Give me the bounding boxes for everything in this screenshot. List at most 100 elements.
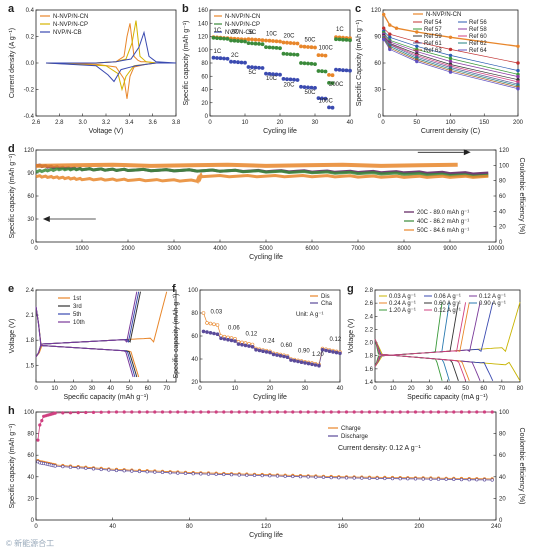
y-tick-label-g: 2.4 bbox=[365, 314, 374, 320]
rate-point-NVP/N-CB bbox=[274, 72, 279, 77]
x-tick-label-a: 3.8 bbox=[172, 120, 181, 126]
rate-point-Cha bbox=[226, 337, 230, 342]
rate-point-Cha bbox=[271, 352, 276, 357]
panel-label-b: b bbox=[182, 3, 189, 15]
y-tick-label-e: 1.8 bbox=[26, 338, 35, 344]
rate-point-Cha bbox=[282, 354, 286, 359]
y-axis-label-e: Voltage (V) bbox=[9, 319, 16, 354]
rate-point-Cha bbox=[303, 361, 307, 365]
y-tick-label-c: 60 bbox=[374, 61, 381, 67]
y-tick-label-a: 0.4 bbox=[26, 8, 35, 14]
ref-point-N-NVP/N-CN bbox=[388, 23, 392, 27]
rate-point-N-NVP/N-CN bbox=[246, 37, 251, 42]
rate-point-N-NVP/N-CP bbox=[299, 61, 303, 65]
rate-label-f: 1.20 bbox=[312, 352, 324, 358]
x-axis-label-h: Cycling life bbox=[249, 532, 283, 539]
rate-point-Dis bbox=[212, 322, 216, 327]
x-tick-label-h: 80 bbox=[186, 524, 193, 530]
panel-label-d: d bbox=[8, 143, 15, 155]
rate-point-NVP/N-CB bbox=[267, 72, 272, 76]
rate-point-NVP/N-CB bbox=[323, 96, 328, 101]
legend-label-b: N-NVP/N-CN bbox=[225, 14, 260, 20]
x-tick-label-h: 120 bbox=[261, 524, 272, 530]
rate-point-N-NVP/N-CN bbox=[320, 53, 324, 58]
x-tick-label-g: 30 bbox=[426, 386, 433, 392]
rate-point-N-NVP/N-CN bbox=[295, 41, 300, 46]
cycle-point-Discharge bbox=[229, 473, 234, 477]
cycle-point-Coulombic efficiency bbox=[122, 410, 126, 414]
rate-point-Cha bbox=[324, 348, 328, 353]
panel-label-e: e bbox=[8, 283, 14, 295]
x-axis-label-g: Specific capacity (mA g⁻¹) bbox=[407, 394, 488, 401]
cycle-point-Coulombic efficiency bbox=[237, 410, 241, 414]
ref-point-Ref 64 bbox=[388, 47, 392, 52]
cycle-point-Coulombic efficiency bbox=[429, 410, 433, 414]
rate-label-low-b: 100C bbox=[319, 98, 334, 104]
rate-point-NVP/N-CB bbox=[250, 65, 254, 70]
ref-point-Ref 57 bbox=[448, 56, 453, 61]
cycle-point-Coulombic efficiency bbox=[61, 411, 65, 415]
rate-point-N-NVP/N-CP bbox=[218, 36, 223, 41]
rate-point-NVP/N-CB bbox=[334, 67, 338, 72]
x-tick-label-g: 0 bbox=[373, 386, 377, 392]
y-tick-label-b: 40 bbox=[201, 88, 208, 94]
rate-point-NVP/N-CB bbox=[316, 96, 321, 101]
cycle-point-Discharge bbox=[176, 471, 180, 475]
x-tick-label-e: 0 bbox=[34, 386, 38, 392]
rate-point-Cha bbox=[208, 330, 213, 335]
cycle-point-Discharge bbox=[275, 474, 280, 478]
rate-point-N-NVP/N-CP bbox=[225, 37, 230, 41]
gcd-discharge-1.20 A g⁻¹ bbox=[374, 338, 443, 381]
ref-point-Ref 56 bbox=[415, 44, 419, 48]
cycle-point-Coulombic efficiency bbox=[38, 423, 42, 427]
rate-point-NVP/N-CB bbox=[271, 72, 275, 77]
cycle-point-Discharge bbox=[114, 468, 119, 473]
rate-point-N-NVP/N-CP bbox=[236, 39, 240, 43]
x-tick-label-g: 60 bbox=[480, 386, 487, 392]
rate-point-Cha bbox=[289, 358, 293, 362]
rate-point-Cha bbox=[254, 347, 258, 352]
rate-point-N-NVP/N-CP bbox=[295, 52, 300, 57]
plot-frame-e bbox=[35, 289, 177, 383]
panel-label-f: f bbox=[172, 283, 176, 295]
cycle-point-Coulombic efficiency bbox=[114, 410, 119, 414]
cycle-point-Discharge bbox=[137, 469, 142, 474]
y-tick-label-g: 1.4 bbox=[365, 380, 374, 386]
cycle-point-Coulombic efficiency bbox=[490, 410, 494, 414]
cycle-point-Discharge bbox=[237, 473, 241, 477]
x-tick-label-d: 5000 bbox=[259, 246, 273, 252]
rate-point-N-NVP/N-CP bbox=[334, 37, 338, 42]
y-tick-label-f: 60 bbox=[191, 334, 198, 340]
x-tick-label-a: 2.6 bbox=[32, 120, 41, 126]
x-axis-label-c: Current density (C) bbox=[421, 128, 480, 135]
legend-label-c: Ref 60 bbox=[469, 34, 487, 40]
y-tick-label-d: 90 bbox=[27, 171, 34, 177]
y2-tick-label-d: 80 bbox=[499, 179, 506, 185]
ref-point-Ref 56 bbox=[516, 68, 520, 73]
y-tick-label-h: 20 bbox=[27, 496, 34, 502]
cycle-point-Coulombic efficiency bbox=[199, 410, 203, 414]
y-tick-label-g: 1.8 bbox=[365, 354, 374, 360]
rate-point-NVP/N-CB bbox=[341, 68, 345, 73]
legend-label-b: NVP/N-CB bbox=[225, 30, 254, 36]
legend-label-h: Charge bbox=[341, 426, 361, 432]
rate-point-NVP/N-CB bbox=[257, 65, 261, 70]
cycle-point-Discharge bbox=[360, 476, 364, 480]
cycle-point-Coulombic efficiency bbox=[321, 410, 326, 414]
ref-point-Ref 64 bbox=[415, 59, 419, 64]
y-tick-label-b: 160 bbox=[198, 8, 209, 14]
legend-label-g: 0.90 A g⁻¹ bbox=[479, 301, 506, 307]
cycle-point-Coulombic efficiency bbox=[314, 410, 318, 414]
cycle-point-Coulombic efficiency bbox=[268, 410, 272, 414]
y-tick-label-h: 60 bbox=[27, 453, 34, 459]
y2-tick-label-d: 60 bbox=[499, 194, 506, 200]
y2-tick-label-h: 80 bbox=[499, 432, 506, 438]
cycle-point-Coulombic efficiency bbox=[337, 410, 341, 414]
cycle-point-Coulombic efficiency bbox=[130, 410, 134, 414]
y-tick-label-h: 0 bbox=[31, 518, 35, 524]
gcd-discharge-0.06 A g⁻¹ bbox=[374, 338, 494, 381]
x-tick-label-b: 10 bbox=[242, 120, 249, 126]
y-tick-label-d: 0 bbox=[31, 240, 35, 246]
rate-point-NVP/N-CB bbox=[320, 96, 324, 101]
cycle-point-Discharge bbox=[375, 476, 379, 481]
